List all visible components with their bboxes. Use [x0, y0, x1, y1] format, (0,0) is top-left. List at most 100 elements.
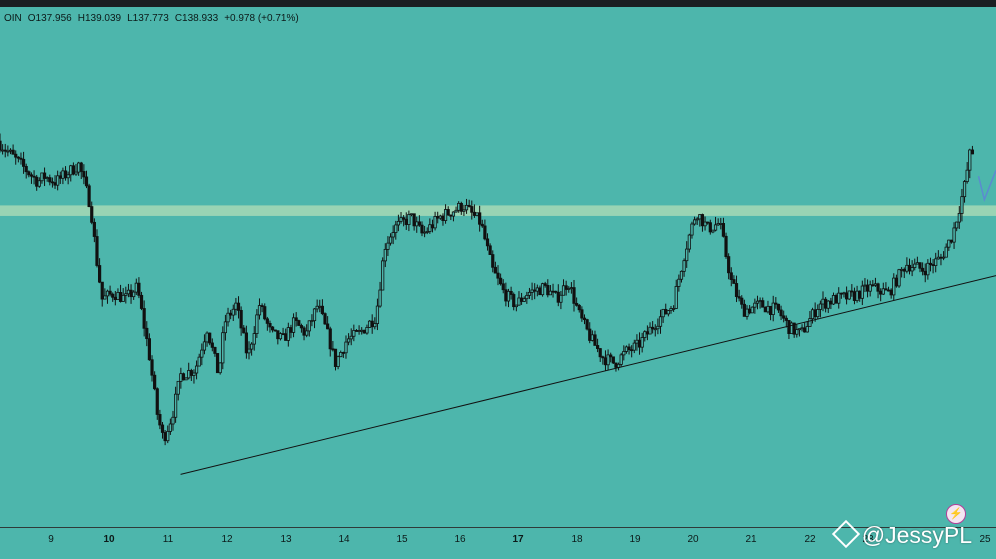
candle-body: [451, 211, 456, 217]
candle-body: [242, 327, 246, 334]
candle-body: [205, 332, 209, 343]
candle-body: [509, 290, 513, 295]
candle-body: [598, 348, 602, 358]
candle-body: [441, 215, 445, 221]
x-tick-label: 15: [396, 534, 408, 545]
candle-body: [396, 220, 401, 226]
candle-body: [588, 328, 592, 341]
candle-body: [147, 338, 151, 361]
x-tick-label: 21: [745, 534, 757, 545]
candle-body: [21, 158, 26, 167]
candle-body: [724, 235, 728, 257]
candle-body: [682, 260, 686, 272]
candle-body: [312, 308, 317, 322]
candle-body: [231, 308, 235, 316]
candle-body: [333, 348, 338, 367]
candle-body: [501, 283, 505, 291]
candle-body: [865, 284, 870, 292]
candle-body: [150, 359, 154, 376]
candle-body: [213, 346, 217, 354]
candle-body: [155, 388, 159, 415]
candle-body: [543, 283, 547, 286]
candle-body: [121, 294, 125, 302]
candle-body: [540, 283, 545, 296]
price-chart[interactable]: [0, 0, 996, 527]
candle-body: [758, 300, 762, 303]
candle-body: [331, 348, 335, 351]
candle-body: [362, 329, 366, 334]
time-axis[interactable]: 9 10 11 12 13 14 15 16 17 18 19 20 21 22 23 25: [0, 527, 996, 559]
candle-body: [934, 258, 938, 266]
candle-body: [45, 177, 49, 179]
candle-body: [886, 289, 891, 292]
candle-body: [755, 300, 760, 304]
candle-body: [100, 281, 104, 300]
candle-body: [734, 283, 739, 297]
candle-body: [153, 374, 157, 390]
candle-body: [457, 202, 461, 211]
candle-body: [622, 351, 626, 356]
candle-body: [855, 290, 859, 301]
open-value: O137.956: [27, 13, 72, 24]
candle-body: [698, 214, 702, 220]
candle-body: [425, 231, 429, 233]
candle-body: [187, 370, 191, 379]
candle-body: [703, 221, 707, 227]
candle-body: [905, 264, 909, 272]
candle-body: [168, 423, 172, 432]
candle-body: [118, 292, 123, 302]
candle-body: [244, 332, 248, 354]
candle-body: [66, 174, 70, 179]
candle-body: [847, 290, 851, 300]
candle-body: [690, 223, 694, 236]
candle-body: [771, 302, 775, 315]
candle-body: [87, 185, 91, 207]
candle-body: [63, 170, 68, 179]
candle-body: [415, 221, 419, 227]
candle-body: [517, 297, 521, 306]
candle-body: [824, 298, 828, 309]
candle-body: [470, 206, 474, 213]
candle-body: [632, 342, 636, 351]
candle-body: [831, 295, 836, 305]
x-tick-label: 12: [221, 534, 233, 545]
candle-body: [399, 217, 403, 222]
candle-body: [339, 352, 343, 358]
ohlc-legend: OIN O137.956 H139.039 L137.773 C138.933 +0.97…: [4, 13, 305, 27]
candle-body: [250, 343, 254, 350]
candle-body: [349, 335, 353, 340]
candle-body: [61, 170, 65, 179]
candle-body: [928, 262, 933, 265]
candle-body: [480, 223, 484, 227]
candle-body: [839, 292, 843, 295]
candle-body: [546, 285, 550, 296]
top-toolbar-edge: [0, 0, 996, 7]
candle-body: [126, 289, 131, 295]
candle-body: [708, 222, 712, 233]
candle-body: [365, 327, 369, 334]
lightning-bolt-icon[interactable]: ⚡: [946, 504, 966, 524]
candle-body: [8, 149, 13, 152]
change-value: +0.978 (+0.71%): [224, 13, 299, 24]
candle-body: [889, 289, 893, 296]
candle-body: [116, 292, 120, 301]
close-value: C138.933: [174, 13, 219, 24]
candle-body: [194, 365, 199, 374]
candle-body: [902, 268, 906, 272]
candle-body: [449, 214, 453, 217]
candle-body: [472, 211, 477, 216]
candle-body: [268, 323, 272, 328]
candle-body: [215, 353, 220, 374]
candle-body: [14, 153, 18, 158]
candle-body: [915, 262, 919, 265]
x-tick-label: 13: [280, 534, 292, 545]
candle-body: [92, 221, 96, 237]
candle-body: [260, 305, 264, 307]
candle-body: [805, 326, 809, 333]
candle-body: [278, 333, 283, 340]
x-tick-label: 10: [103, 534, 115, 545]
candle-body: [939, 256, 943, 259]
candle-body: [307, 320, 311, 332]
candle-body: [753, 302, 757, 308]
x-tick-label: 25: [979, 534, 991, 545]
